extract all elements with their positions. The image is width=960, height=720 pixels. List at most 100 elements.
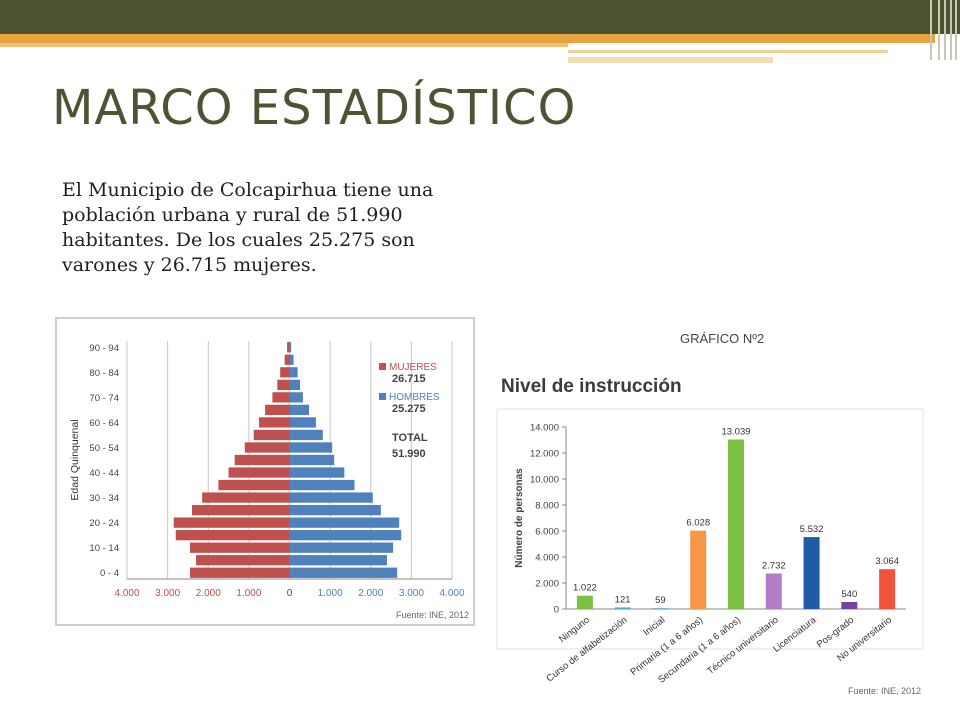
men-bar: [289, 530, 402, 541]
men-bar: [289, 454, 335, 466]
chart-title: Nivel de instrucción: [501, 376, 682, 397]
bar-value-label: 2.732: [762, 560, 786, 571]
men-bar: [289, 342, 292, 353]
women-bar: [253, 429, 290, 441]
education-bar: [614, 607, 631, 609]
bar-value-label: 59: [655, 595, 666, 606]
women-bar: [173, 517, 290, 528]
education-level-chart: Nivel de instrucción 0 2.000 4.000 6.000 8.00…: [491, 367, 928, 702]
y-tick-label: 8.000: [535, 501, 559, 512]
women-bar: [280, 367, 290, 378]
women-bar: [196, 555, 290, 566]
legend-label: MUJERES: [389, 362, 437, 373]
y-axis-title: Edad Quinquenal: [69, 419, 81, 500]
x-tick-label: 2.000: [196, 588, 221, 599]
y-tick-label: 12.000: [530, 449, 559, 460]
x-tick-label: 0: [287, 588, 293, 599]
y-tick-label: 40 - 44: [89, 468, 119, 479]
education-bar: [690, 530, 707, 609]
accent-stripe: [0, 34, 935, 43]
women-bar: [277, 379, 290, 390]
bar-value-label: 13.039: [721, 426, 750, 437]
category-label: Inicial: [641, 615, 667, 639]
category-label: Ninguno: [557, 615, 592, 645]
accent-stripe-thin: [568, 50, 888, 53]
population-pyramid-chart: 4.000 3.000 2.000 1.000 0 1.000 2.000 3.000 4.00…: [55, 317, 475, 626]
men-bar: [289, 555, 387, 566]
education-bar: [728, 439, 744, 609]
chart-frame: [496, 408, 924, 650]
legend-total: 26.715: [392, 373, 426, 385]
women-bar: [189, 542, 290, 553]
men-bar: [289, 367, 298, 378]
men-bar: [289, 379, 301, 390]
education-bar: [841, 601, 858, 609]
source-note: Fuente: INE, 2012: [848, 686, 921, 696]
men-bar: [289, 429, 323, 441]
legend-swatch: [379, 393, 386, 400]
education-bar: [576, 595, 593, 609]
x-tick-label: 2.000: [358, 588, 383, 599]
legend-swatch: [379, 363, 386, 370]
education-bar: [879, 569, 896, 609]
education-bar: [765, 573, 782, 609]
x-tick-label: 4.000: [114, 588, 139, 599]
women-bar: [265, 404, 290, 416]
men-bar: [289, 392, 303, 403]
bar-value-label: 6.028: [686, 518, 710, 529]
bar-value-label: 3.064: [875, 556, 899, 567]
y-tick-label: 6.000: [535, 527, 559, 538]
men-bar: [289, 404, 309, 416]
women-bar: [284, 354, 290, 365]
men-bar: [289, 567, 398, 578]
decorative-lines: [928, 0, 960, 60]
education-bar: [803, 537, 820, 609]
men-bar: [289, 492, 373, 503]
header-bar: [0, 0, 960, 34]
men-bar: [289, 504, 381, 516]
women-bar: [175, 530, 290, 541]
category-label: Técnico universitario: [705, 615, 780, 677]
women-bar: [259, 417, 290, 428]
men-bar: [289, 442, 333, 453]
men-bar: [289, 517, 400, 528]
bar-value-label: 1.022: [573, 583, 597, 594]
source-note: Fuente: INE, 2012: [396, 610, 469, 620]
education-level-svg: Nivel de instrucción 0 2.000 4.000 6.000 8.00…: [496, 376, 924, 696]
graph-caption: GRÁFICO Nº2: [680, 331, 765, 346]
women-bar: [192, 504, 290, 516]
women-bar: [228, 467, 290, 478]
men-bar: [289, 467, 345, 478]
men-bar: [289, 479, 355, 491]
x-tick-label: 1.000: [318, 588, 343, 599]
intro-paragraph: El Municipio de Colcapirhua tiene una po…: [62, 179, 434, 276]
y-tick-label: 4.000: [535, 553, 559, 564]
men-bar: [289, 354, 294, 365]
y-tick-label: 14.000: [530, 423, 559, 434]
y-tick-label: 20 - 24: [89, 518, 119, 529]
women-bar: [218, 479, 290, 491]
women-bar: [244, 442, 290, 453]
y-tick-label: 50 - 54: [89, 443, 119, 454]
y-tick-label: 70 - 74: [89, 393, 119, 404]
x-tick-label: 3.000: [155, 588, 180, 599]
women-bar: [287, 342, 290, 353]
y-tick-label: 10 - 14: [89, 543, 119, 554]
women-bar: [189, 567, 290, 578]
total-label: TOTAL: [392, 432, 428, 444]
population-pyramid-svg: 4.000 3.000 2.000 1.000 0 1.000 2.000 3.000 4.00…: [69, 341, 469, 620]
y-tick-label: 10.000: [530, 475, 559, 486]
women-bar: [202, 492, 290, 503]
y-axis-title: Número de personas: [514, 468, 525, 568]
y-tick-label: 30 - 34: [89, 493, 119, 504]
legend-total: 25.275: [392, 403, 426, 415]
accent-stripe-faded: [568, 57, 773, 63]
education-bar: [652, 608, 669, 609]
men-bar: [289, 417, 316, 428]
women-bar: [272, 392, 290, 403]
accent-stripe-light: [0, 43, 568, 47]
x-tick-label: 1.000: [236, 588, 261, 599]
y-tick-label: 0 - 4: [100, 568, 119, 579]
y-tick-label: 2.000: [535, 579, 559, 590]
bar-value-label: 121: [615, 594, 631, 605]
